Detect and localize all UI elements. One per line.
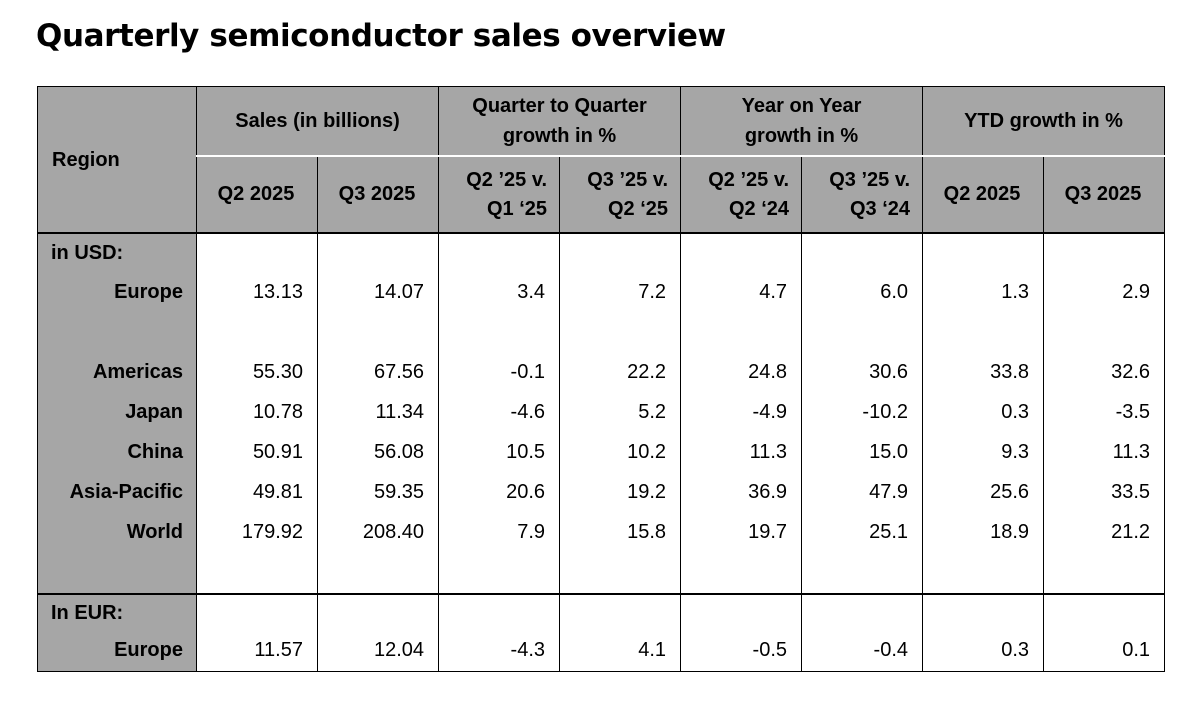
cell-value: 25.1 xyxy=(801,512,924,552)
cell-value: 10.5 xyxy=(438,432,561,472)
cell-value: 12.04 xyxy=(316,631,440,672)
subheader-yoy-q3: Q3 ’25 v. Q3 ‘24 xyxy=(801,155,924,234)
cell-value: 15.0 xyxy=(801,432,924,472)
region-name: World xyxy=(37,512,197,552)
cell-value: 5.2 xyxy=(559,392,682,432)
cell-value: -10.2 xyxy=(801,392,924,432)
subheader-yoy-q2-label: Q2 ’25 v. Q2 ‘24 xyxy=(708,168,790,220)
cell-value: -0.1 xyxy=(438,352,561,392)
cell-value: -3.5 xyxy=(1043,392,1166,432)
region-name: China xyxy=(37,432,197,472)
group-header-sales: Sales (in billions) xyxy=(195,86,440,157)
subheader-qoq-q2: Q2 ’25 v. Q1 ‘25 xyxy=(438,155,561,234)
table-row: Japan 10.78 11.34 -4.6 5.2 -4.9 -10.2 0.… xyxy=(37,392,1166,432)
subheader-qoq-q2-label: Q2 ’25 v. Q1 ‘25 xyxy=(466,168,548,220)
cell-value: 6.0 xyxy=(801,272,924,312)
cell-value: 0.1 xyxy=(1043,631,1166,672)
subheader-ytd-q3: Q3 2025 xyxy=(1043,155,1166,234)
region-name: Asia-Pacific xyxy=(37,472,197,512)
cell-value: 33.8 xyxy=(922,352,1045,392)
subheader-sales-q3: Q3 2025 xyxy=(316,155,440,234)
cell-value: 32.6 xyxy=(1043,352,1166,392)
table-row: Europe 13.13 14.07 3.4 7.2 4.7 6.0 1.3 2… xyxy=(37,272,1166,312)
cell-value: 21.2 xyxy=(1043,512,1166,552)
subheader-qoq-q3-label: Q3 ’25 v. Q2 ‘25 xyxy=(587,168,669,220)
cell-value: 3.4 xyxy=(438,272,561,312)
cell-value: 14.07 xyxy=(316,272,440,312)
group-header-qoq-label: Quarter to Quarter growth in % xyxy=(472,95,647,147)
sales-table: Region Sales (in billions) Quarter to Qu… xyxy=(37,86,1166,672)
subheader-qoq-q3: Q3 ’25 v. Q2 ‘25 xyxy=(559,155,682,234)
cell-value: 2.9 xyxy=(1043,272,1166,312)
cell-value: 18.9 xyxy=(922,512,1045,552)
subheader-yoy-q3-label: Q3 ’25 v. Q3 ‘24 xyxy=(829,168,911,220)
cell-value: 4.1 xyxy=(559,631,682,672)
cell-value: -4.6 xyxy=(438,392,561,432)
cell-value: 56.08 xyxy=(316,432,440,472)
spacer-row xyxy=(37,312,1166,352)
subheader-yoy-q2: Q2 ’25 v. Q2 ‘24 xyxy=(680,155,803,234)
table-row: Europe 11.57 12.04 -4.3 4.1 -0.5 -0.4 0.… xyxy=(37,631,1166,672)
cell-value: 11.3 xyxy=(680,432,803,472)
cell-value: 22.2 xyxy=(559,352,682,392)
cell-value: -0.5 xyxy=(680,631,803,672)
region-name: Europe xyxy=(37,631,197,672)
subheader-sales-q2: Q2 2025 xyxy=(196,155,318,234)
cell-value: 7.2 xyxy=(559,272,682,312)
region-header: Region xyxy=(37,86,197,234)
cell-value: 13.13 xyxy=(196,272,318,312)
cell-value: 33.5 xyxy=(1043,472,1166,512)
cell-value: 10.78 xyxy=(196,392,318,432)
cell-value: 11.3 xyxy=(1043,432,1166,472)
region-name: Americas xyxy=(37,352,197,392)
cell-value: 208.40 xyxy=(316,512,440,552)
cell-value: 36.9 xyxy=(680,472,803,512)
cell-value: 1.3 xyxy=(922,272,1045,312)
cell-value: 20.6 xyxy=(438,472,561,512)
cell-value: 24.8 xyxy=(680,352,803,392)
page-title: Quarterly semiconductor sales overview xyxy=(36,18,726,54)
cell-value: 179.92 xyxy=(196,512,318,552)
cell-value: 11.57 xyxy=(196,631,318,672)
cell-value: 50.91 xyxy=(196,432,318,472)
cell-value: -4.3 xyxy=(438,631,561,672)
group-header-yoy: Year on Year growth in % xyxy=(680,86,924,157)
group-header-ytd: YTD growth in % xyxy=(922,86,1166,157)
cell-value: 47.9 xyxy=(801,472,924,512)
cell-value: 11.34 xyxy=(316,392,440,432)
cell-value: 7.9 xyxy=(438,512,561,552)
cell-value: 49.81 xyxy=(196,472,318,512)
cell-value: 0.3 xyxy=(922,392,1045,432)
cell-value: 0.3 xyxy=(922,631,1045,672)
spacer-row xyxy=(37,552,1166,594)
section-label-usd: in USD: xyxy=(37,232,197,272)
cell-value: 59.35 xyxy=(316,472,440,512)
cell-value: -0.4 xyxy=(801,631,924,672)
cell-value: 55.30 xyxy=(196,352,318,392)
cell-value: 10.2 xyxy=(559,432,682,472)
region-name: Europe xyxy=(37,272,197,312)
cell-value: 30.6 xyxy=(801,352,924,392)
group-header-qoq: Quarter to Quarter growth in % xyxy=(438,86,682,157)
subheader-ytd-q2: Q2 2025 xyxy=(922,155,1045,234)
cell-value: 19.7 xyxy=(680,512,803,552)
cell-value: -4.9 xyxy=(680,392,803,432)
cell-value: 15.8 xyxy=(559,512,682,552)
table-row: Asia-Pacific 49.81 59.35 20.6 19.2 36.9 … xyxy=(37,472,1166,512)
cell-value: 4.7 xyxy=(680,272,803,312)
table-row: Americas 55.30 67.56 -0.1 22.2 24.8 30.6… xyxy=(37,352,1166,392)
cell-value: 19.2 xyxy=(559,472,682,512)
table-row: China 50.91 56.08 10.5 10.2 11.3 15.0 9.… xyxy=(37,432,1166,472)
cell-value: 67.56 xyxy=(316,352,440,392)
region-name: Japan xyxy=(37,392,197,432)
table-row: World 179.92 208.40 7.9 15.8 19.7 25.1 1… xyxy=(37,512,1166,552)
group-header-yoy-label: Year on Year growth in % xyxy=(741,95,862,147)
cell-value: 25.6 xyxy=(922,472,1045,512)
section-label-eur: In EUR: xyxy=(37,593,197,631)
cell-value: 9.3 xyxy=(922,432,1045,472)
